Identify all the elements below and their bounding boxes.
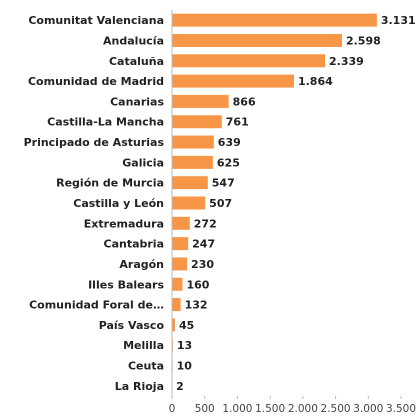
value-label: 1.864 — [298, 75, 333, 88]
bar — [172, 196, 206, 210]
x-tick-label: 1.500 — [255, 403, 285, 415]
y-tick-label: Principado de Asturias — [24, 136, 165, 149]
bar — [172, 74, 294, 88]
y-tick-label: Melilla — [123, 339, 164, 352]
value-label: 547 — [212, 177, 235, 190]
value-label: 272 — [194, 217, 217, 230]
value-label: 10 — [177, 360, 193, 373]
value-label: 2.598 — [346, 34, 381, 47]
bar — [172, 115, 222, 129]
y-tick-label: Comunitat Valenciana — [28, 14, 164, 27]
y-tick-label: La Rioja — [115, 380, 164, 393]
bar — [172, 54, 326, 68]
y-tick-label: País Vasco — [99, 319, 165, 332]
x-tick-label: 0 — [169, 403, 176, 415]
y-tick-label: Galicia — [122, 156, 164, 169]
value-label: 866 — [233, 95, 256, 108]
x-tick-label: 3.500 — [386, 403, 416, 415]
y-tick-label: Castilla-La Mancha — [47, 116, 164, 129]
bar — [172, 277, 183, 291]
value-label: 13 — [177, 339, 192, 352]
y-tick-label: Cataluña — [109, 55, 164, 68]
value-label: 507 — [209, 197, 232, 210]
value-label: 625 — [217, 156, 240, 169]
y-tick-label: Aragón — [119, 258, 164, 271]
x-tick-label: 2.500 — [321, 403, 351, 415]
y-tick-label: Región de Murcia — [56, 177, 164, 190]
bar — [172, 13, 377, 27]
y-tick-label: Cantabria — [104, 238, 165, 251]
bar — [172, 216, 190, 230]
value-label: 247 — [192, 238, 215, 251]
value-label: 761 — [226, 116, 249, 129]
value-label: 132 — [185, 299, 208, 312]
x-tick-label: 1.000 — [222, 403, 252, 415]
value-label: 2.339 — [329, 55, 364, 68]
y-tick-label: Ceuta — [128, 360, 164, 373]
bar — [172, 33, 342, 47]
bar — [172, 318, 175, 332]
bar — [172, 298, 181, 312]
bar — [172, 135, 214, 149]
y-tick-label: Canarias — [110, 95, 164, 108]
y-tick-label: Comunidad Foral de… — [29, 299, 164, 312]
y-tick-label: Andalucía — [103, 34, 164, 47]
y-tick-label: Castilla y León — [73, 197, 164, 210]
x-tick-label: 500 — [195, 403, 215, 415]
value-label: 639 — [218, 136, 241, 149]
y-tick-label: Illes Balears — [88, 278, 164, 291]
y-tick-label: Comunidad de Madrid — [28, 75, 164, 88]
value-label: 230 — [191, 258, 214, 271]
value-label: 3.131 — [381, 14, 416, 27]
value-label: 45 — [179, 319, 194, 332]
bar — [172, 176, 208, 190]
bar — [172, 257, 188, 271]
bar — [172, 94, 229, 108]
value-label: 160 — [186, 278, 209, 291]
value-label: 2 — [176, 380, 184, 393]
bar — [172, 237, 189, 251]
bar — [172, 155, 213, 169]
y-tick-label: Extremadura — [84, 217, 164, 230]
x-tick-label: 3.000 — [353, 403, 383, 415]
x-tick-label: 2.000 — [288, 403, 318, 415]
